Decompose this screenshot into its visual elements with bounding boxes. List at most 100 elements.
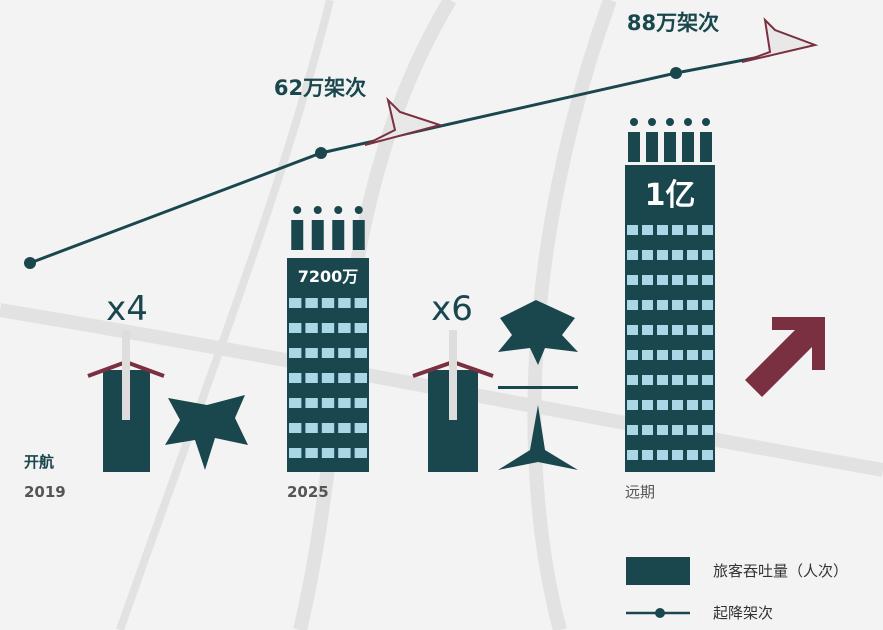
- window: [305, 298, 318, 308]
- window: [687, 425, 698, 435]
- window: [642, 225, 653, 235]
- window: [627, 225, 638, 235]
- window: [338, 373, 351, 383]
- window: [289, 348, 302, 358]
- passengers-label: 1亿: [645, 178, 696, 213]
- window: [672, 300, 683, 310]
- window: [305, 323, 318, 333]
- window: [354, 398, 367, 408]
- window: [657, 250, 668, 260]
- window: [687, 350, 698, 360]
- person-icon: [311, 206, 324, 250]
- window: [642, 450, 653, 460]
- window: [702, 275, 713, 285]
- window: [702, 450, 713, 460]
- window: [305, 448, 318, 458]
- window: [672, 325, 683, 335]
- window: [672, 450, 683, 460]
- person-icon: [352, 206, 365, 250]
- window: [687, 300, 698, 310]
- person-icon: [628, 118, 640, 162]
- window: [672, 250, 683, 260]
- window: [687, 275, 698, 285]
- window: [687, 450, 698, 460]
- window: [354, 323, 367, 333]
- window: [657, 375, 668, 385]
- window: [289, 448, 302, 458]
- legend-label: 起降架次: [713, 604, 773, 622]
- terminal-icon: [165, 300, 578, 470]
- window: [657, 275, 668, 285]
- window: [702, 350, 713, 360]
- window: [305, 373, 318, 383]
- window: [702, 325, 713, 335]
- window: [657, 400, 668, 410]
- window: [627, 275, 638, 285]
- window: [672, 375, 683, 385]
- person-icon: [332, 206, 345, 250]
- window: [702, 375, 713, 385]
- person-icon: [646, 118, 658, 162]
- window: [657, 450, 668, 460]
- flights-line: [29, 53, 771, 265]
- window: [642, 350, 653, 360]
- window: [354, 448, 367, 458]
- window: [657, 350, 668, 360]
- window: [305, 348, 318, 358]
- window: [687, 325, 698, 335]
- window: [672, 225, 683, 235]
- window: [627, 375, 638, 385]
- window: [702, 225, 713, 235]
- window: [354, 348, 367, 358]
- plane-icons: [364, 17, 819, 146]
- window: [642, 300, 653, 310]
- runway: [87, 330, 165, 472]
- window: [289, 423, 302, 433]
- runway: [412, 330, 494, 472]
- window: [289, 373, 302, 383]
- legend-label: 旅客吞吐量（人次）: [713, 562, 848, 580]
- window: [321, 398, 335, 408]
- window: [702, 400, 713, 410]
- window: [642, 400, 653, 410]
- window: [289, 323, 302, 333]
- timeline-year: 远期: [625, 483, 655, 501]
- window: [321, 373, 335, 383]
- window: [627, 350, 638, 360]
- window: [642, 425, 653, 435]
- window: [627, 300, 638, 310]
- window: [305, 398, 318, 408]
- window: [627, 325, 638, 335]
- legend-dot: [655, 608, 665, 618]
- window: [289, 298, 302, 308]
- timeline-label: 开航: [24, 453, 54, 471]
- building: [287, 206, 369, 472]
- window: [338, 423, 351, 433]
- window: [702, 250, 713, 260]
- window: [338, 398, 351, 408]
- window: [687, 400, 698, 410]
- passengers-label: 7200万: [298, 267, 359, 286]
- window: [642, 275, 653, 285]
- person-icon: [682, 118, 694, 162]
- multiplier: x4: [106, 289, 148, 329]
- building: [625, 118, 715, 472]
- window: [627, 250, 638, 260]
- window: [642, 375, 653, 385]
- window: [627, 450, 638, 460]
- timeline-year: 2025: [287, 483, 329, 501]
- window: [321, 423, 335, 433]
- window: [657, 300, 668, 310]
- window: [672, 400, 683, 410]
- window: [627, 425, 638, 435]
- window: [321, 298, 335, 308]
- window: [338, 348, 351, 358]
- window: [338, 323, 351, 333]
- person-icon: [664, 118, 676, 162]
- window: [289, 398, 302, 408]
- window: [657, 425, 668, 435]
- window: [338, 298, 351, 308]
- window: [687, 250, 698, 260]
- window: [338, 448, 351, 458]
